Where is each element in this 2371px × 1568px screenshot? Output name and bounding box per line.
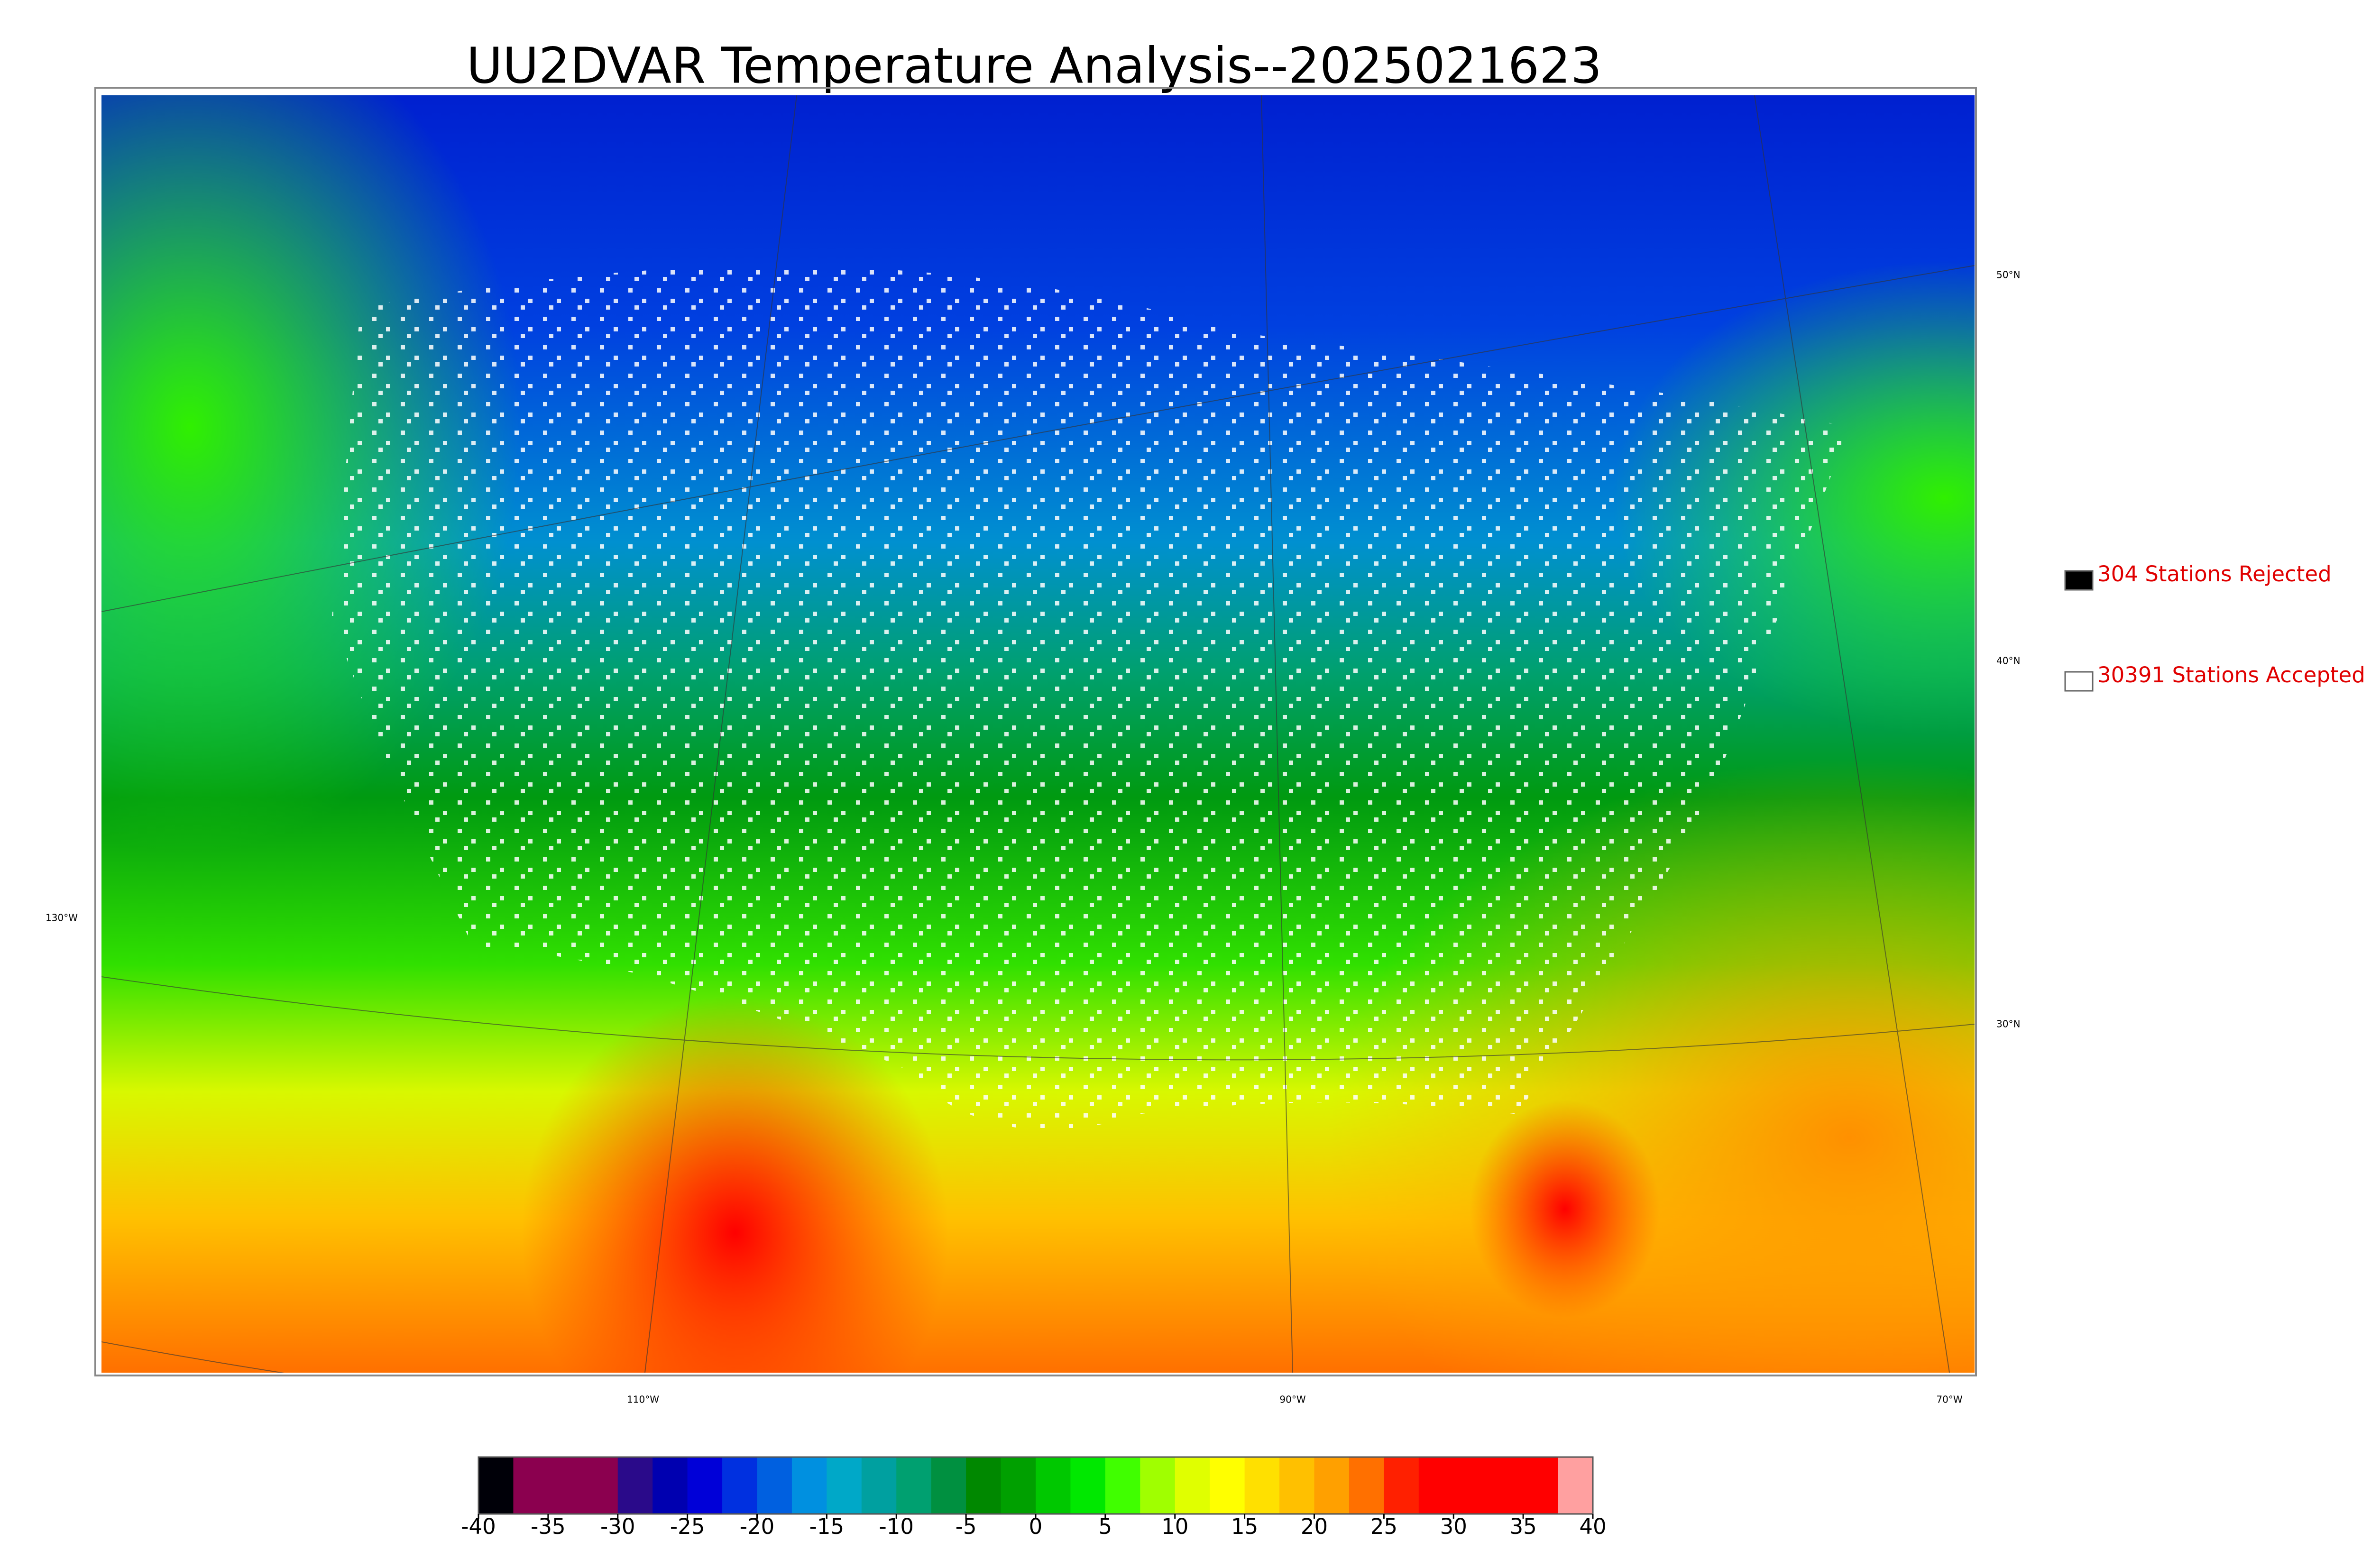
colorbar-segment <box>861 1457 897 1514</box>
colorbar-segment <box>966 1457 1002 1514</box>
colorbar-segment <box>548 1457 583 1514</box>
colorbar-tick-label: -20 <box>740 1514 775 1539</box>
latitude-label: 30°N <box>1996 1018 2020 1030</box>
longitude-label: 90°W <box>1279 1394 1305 1405</box>
colorbar-segment <box>652 1457 688 1514</box>
colorbar-tick-label: -10 <box>879 1514 914 1539</box>
colorbar-segment <box>1210 1457 1245 1514</box>
graticule-lines <box>101 95 1975 1373</box>
colorbar-tick-label: -5 <box>956 1514 977 1539</box>
latitude-label: 50°N <box>1996 269 2020 281</box>
colorbar-tick-label: -40 <box>461 1514 496 1539</box>
colorbar-tick-label: 30 <box>1440 1514 1467 1539</box>
colorbar-tick-label: 25 <box>1370 1514 1397 1539</box>
colorbar-segment <box>583 1457 618 1514</box>
longitude-label: 70°W <box>1936 1394 1962 1405</box>
colorbar-tick-label: -25 <box>670 1514 705 1539</box>
legend-label: 304 Stations Rejected <box>2097 561 2332 587</box>
legend-swatch <box>2064 671 2094 692</box>
map <box>101 95 1975 1373</box>
station-markers <box>332 266 1849 1130</box>
colorbar-segment <box>1244 1457 1280 1514</box>
longitude-label: 110°W <box>627 1394 659 1405</box>
colorbar-tick-label: 0 <box>1029 1514 1043 1539</box>
colorbar-segment <box>1036 1457 1071 1514</box>
colorbar-tick-label: 40 <box>1579 1514 1606 1539</box>
colorbar: -40 -35 -30 -25 -20 -15 -10 -5 0 5 10 15 20 25 30 35 40 <box>461 1456 1607 1539</box>
colorbar-segment <box>513 1457 549 1514</box>
florida-field <box>1470 1100 1660 1318</box>
longitude-label: 130°W <box>46 912 78 924</box>
colorbar-segment <box>1523 1457 1559 1514</box>
map-frame <box>94 87 1977 1376</box>
colorbar-segment <box>1453 1457 1489 1514</box>
colorbar-segment <box>1349 1457 1384 1514</box>
legend-label: 30391 Stations Accepted <box>2097 662 2365 688</box>
colorbar-segment <box>1384 1457 1419 1514</box>
colorbar-segment <box>1279 1457 1314 1514</box>
colorbar-segment <box>1140 1457 1176 1514</box>
colorbar-segment <box>722 1457 757 1514</box>
colorbar-segment <box>1001 1457 1036 1514</box>
colorbar-tick-label: 10 <box>1161 1514 1188 1539</box>
colorbar-segment <box>1105 1457 1140 1514</box>
legend: 304 Stations Rejected 30391 Stations Acce… <box>2064 561 2365 692</box>
graticule-labels: 130°W 110°W 90°W 70°W 50°N 40°N 30°N <box>46 269 2020 1405</box>
colorbar-tick-label: -15 <box>809 1514 845 1539</box>
colorbar-tick-label: 5 <box>1099 1514 1112 1539</box>
colorbar-segment <box>687 1457 723 1514</box>
colorbar-tick-label: 20 <box>1301 1514 1328 1539</box>
colorbar-tick-label: 15 <box>1231 1514 1258 1539</box>
colorbar-segment <box>617 1457 653 1514</box>
colorbar-segment <box>1488 1457 1524 1514</box>
mexico-field <box>522 996 948 1373</box>
colorbar-segment <box>827 1457 862 1514</box>
colorbar-tick-label: 35 <box>1509 1514 1536 1539</box>
colorbar-segment <box>1418 1457 1454 1514</box>
colorbar-segment <box>1314 1457 1350 1514</box>
colorbar-segment <box>478 1457 514 1514</box>
colorbar-segment <box>896 1457 932 1514</box>
colorbar-segment <box>791 1457 827 1514</box>
legend-swatch <box>2064 570 2094 591</box>
colorbar-segment <box>931 1457 966 1514</box>
colorbar-tick-label: -35 <box>531 1514 566 1539</box>
colorbar-segment <box>1070 1457 1106 1514</box>
colorbar-segment <box>1558 1457 1593 1514</box>
latitude-label: 40°N <box>1996 655 2020 667</box>
colorbar-segment <box>1175 1457 1210 1514</box>
colorbar-segment <box>757 1457 792 1514</box>
colorbar-tick-label: -30 <box>600 1514 635 1539</box>
title: UU2DVAR Temperature Analysis--2025021623 <box>467 37 1602 94</box>
